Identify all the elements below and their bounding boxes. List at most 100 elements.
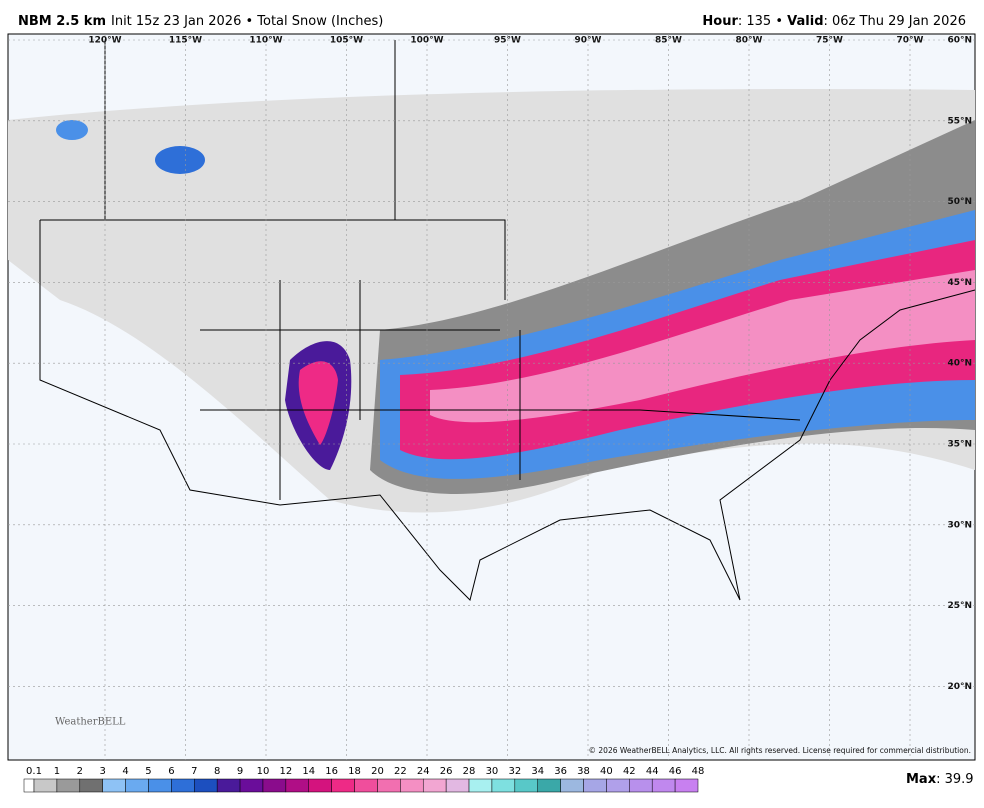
longitude-label: 115°W xyxy=(169,36,202,46)
colorbar-label: 48 xyxy=(692,766,705,777)
header-right: Hour: 135 • Valid: 06z Thu 29 Jan 2026 xyxy=(702,14,966,29)
hour-value: 135 xyxy=(746,14,771,29)
colorbar-segment xyxy=(148,778,172,793)
snow-mountains-core xyxy=(298,361,338,445)
colorbar-segment xyxy=(491,778,516,793)
sep: : xyxy=(738,14,747,29)
colorbar-label: 4 xyxy=(122,766,128,777)
snow-light-pink xyxy=(430,270,975,423)
colorbar-segment xyxy=(79,778,103,793)
colorbar-segment xyxy=(171,778,195,793)
colorbar-segment xyxy=(537,778,561,793)
colorbar-label: 1 xyxy=(54,766,60,777)
longitude-label: 100°W xyxy=(410,36,443,46)
sep: : xyxy=(936,772,945,787)
colorbar-segment xyxy=(445,778,470,793)
colorbar-segment xyxy=(583,778,607,793)
colorbar-segment xyxy=(377,778,401,793)
model-name: NBM 2.5 km xyxy=(18,14,106,29)
longitude-label: 75°W xyxy=(816,36,843,46)
latitude-label: 50°N xyxy=(947,197,972,207)
colorbar-segment xyxy=(354,778,378,793)
longitude-label: 90°W xyxy=(575,36,602,46)
longitude-label: 120°W xyxy=(88,36,121,46)
longitude-label: 110°W xyxy=(249,36,282,46)
colorbar-segment xyxy=(308,778,332,793)
colorbar-label: 46 xyxy=(669,766,682,777)
colorbar-label: 34 xyxy=(531,766,544,777)
colorbar-label: 42 xyxy=(623,766,636,777)
colorbar: 0.1 1 2 3 4 5 6 7 8 9 10 12 14 16 18 20 22 24 26 28 30 32 34 36… xyxy=(23,766,705,793)
colorbar-segment xyxy=(560,778,584,793)
copyright: © 2026 WeatherBELL Analytics, LLC. All r… xyxy=(589,746,971,755)
max-text: Max: 39.9 xyxy=(906,772,974,787)
snow-canada xyxy=(155,146,205,174)
latitude-label: 60°N xyxy=(947,36,972,46)
init-text: Init 15z 23 Jan 2026 • Total Snow (Inche… xyxy=(111,14,383,29)
colorbar-label: 40 xyxy=(600,766,613,777)
graticule: 120°W 115°W 110°W 105°W 100°W 95°W 90°W 85°W 80°… xyxy=(8,34,975,760)
colorbar-below xyxy=(23,778,35,793)
colorbar-label: 10 xyxy=(257,766,270,777)
colorbar-label: 7 xyxy=(191,766,197,777)
colorbar-label: 9 xyxy=(237,766,243,777)
longitude-label: 95°W xyxy=(494,36,521,46)
colorbar-label: 2 xyxy=(77,766,83,777)
colorbar-label: 20 xyxy=(371,766,384,777)
longitude-label: 85°W xyxy=(655,36,682,46)
colorbar-label: 26 xyxy=(440,766,453,777)
colorbar-segment xyxy=(125,778,149,793)
colorbar-segment xyxy=(629,778,653,793)
colorbar-label: 44 xyxy=(646,766,659,777)
colorbar-label: 16 xyxy=(325,766,338,777)
max-value: 39.9 xyxy=(945,772,974,787)
colorbar-segment xyxy=(239,778,264,793)
latitude-label: 25°N xyxy=(947,601,972,611)
colorbar-label: 0.1 xyxy=(26,766,42,777)
valid-value: 06z Thu 29 Jan 2026 xyxy=(832,14,966,29)
hour-label: Hour xyxy=(702,14,738,29)
logo: WeatherBELL xyxy=(55,717,126,728)
latitude-label: 30°N xyxy=(947,520,972,530)
colorbar-segment xyxy=(400,778,424,793)
colorbar-label: 8 xyxy=(214,766,220,777)
header-left: NBM 2.5 km Init 15z 23 Jan 2026 • Total S… xyxy=(18,14,383,29)
colorbar-segment xyxy=(262,778,287,793)
colorbar-label: 6 xyxy=(168,766,174,777)
colorbar-segment xyxy=(56,778,81,793)
max-label: Max xyxy=(906,772,937,787)
latitude-label: 35°N xyxy=(947,440,972,450)
latitude-label: 45°N xyxy=(947,278,972,288)
longitude-label: 70°W xyxy=(897,36,924,46)
latitude-label: 40°N xyxy=(947,359,972,369)
colorbar-label: 12 xyxy=(279,766,292,777)
colorbar-segment xyxy=(606,778,630,793)
colorbar-label: 38 xyxy=(577,766,590,777)
colorbar-segment xyxy=(102,778,126,793)
colorbar-segment xyxy=(331,778,355,793)
colorbar-segment xyxy=(422,778,447,793)
colorbar-label: 5 xyxy=(145,766,151,777)
colorbar-segment xyxy=(468,778,493,793)
sep: : xyxy=(824,14,833,29)
colorbar-segment xyxy=(33,778,58,793)
colorbar-segment xyxy=(514,778,538,793)
colorbar-segment xyxy=(651,778,676,793)
colorbar-segment xyxy=(194,778,218,793)
map-area: 120°W 115°W 110°W 105°W 100°W 95°W 90°W 85°W 80°… xyxy=(7,33,976,761)
valid-label: Valid xyxy=(787,14,823,29)
latitude-label: 20°N xyxy=(947,682,972,692)
colorbar-label: 30 xyxy=(486,766,499,777)
colorbar-segment xyxy=(285,778,310,793)
snow-canada xyxy=(56,120,88,140)
latitude-label: 55°N xyxy=(947,116,972,126)
colorbar-label: 32 xyxy=(508,766,521,777)
colorbar-segment xyxy=(216,778,241,793)
colorbar-label: 24 xyxy=(417,766,430,777)
colorbar-label: 28 xyxy=(463,766,476,777)
colorbar-label: 18 xyxy=(348,766,361,777)
colorbar-label: 36 xyxy=(554,766,567,777)
colorbar-label: 14 xyxy=(302,766,315,777)
